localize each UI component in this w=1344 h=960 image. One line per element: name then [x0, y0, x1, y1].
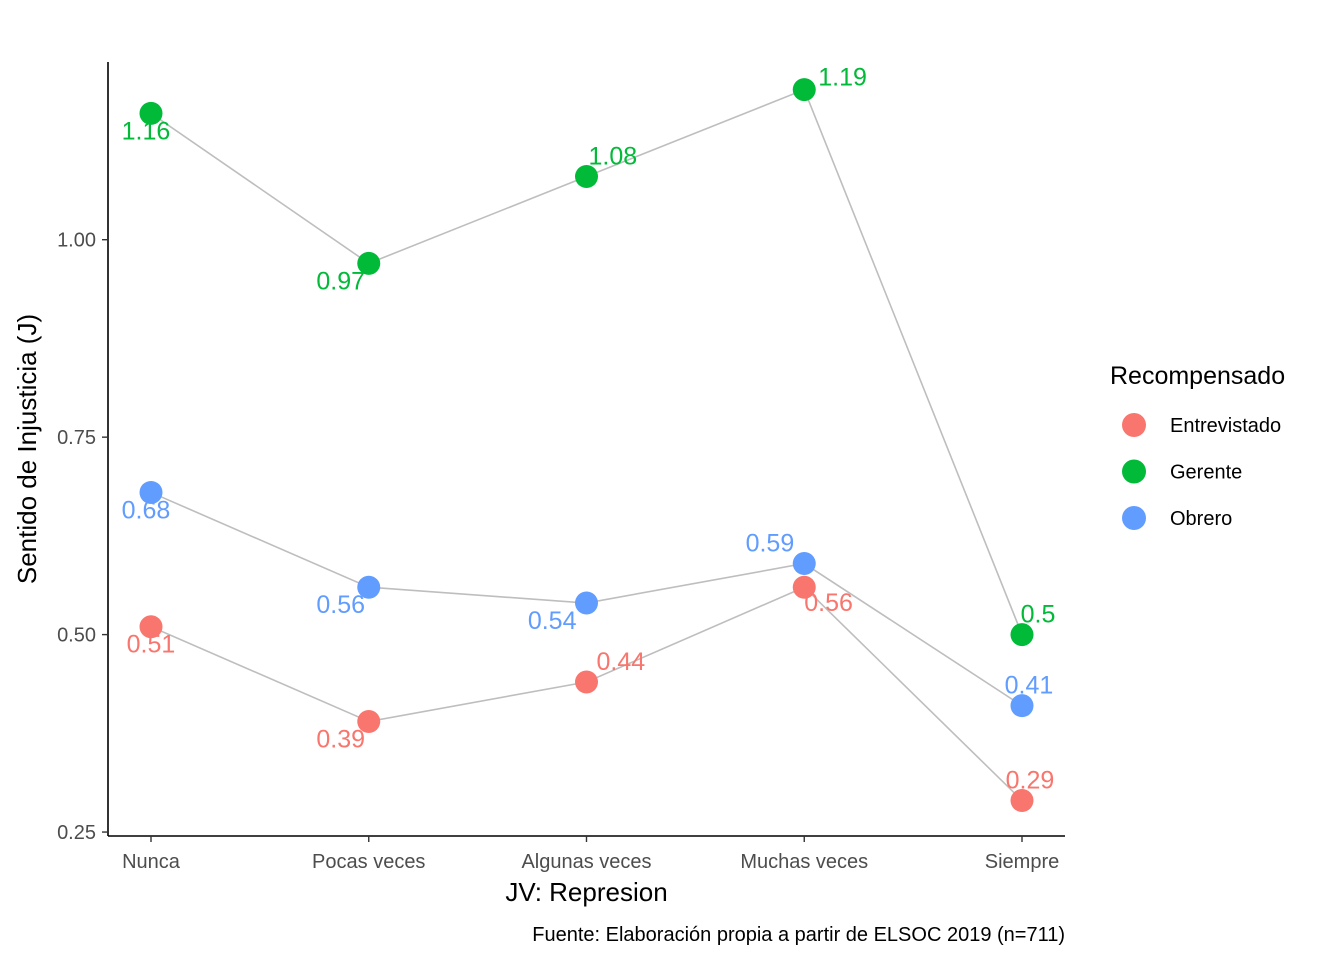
legend-key-gerente: [1122, 459, 1146, 484]
data-label-entrevistado-1: 0.39: [316, 725, 365, 753]
legend-label-entrevistado: Entrevistado: [1170, 415, 1281, 437]
point-obrero-2: [575, 591, 598, 615]
point-gerente-2: [575, 165, 598, 189]
legend-key-entrevistado: [1122, 413, 1146, 437]
point-gerente-1: [357, 251, 381, 275]
series-line-entrevistado: [150, 586, 1023, 802]
x-tick-label-0: Nunca: [122, 851, 181, 873]
data-label-gerente-4: 0.5: [1021, 601, 1056, 629]
y-axis-title: Sentido de Injusticia (J): [12, 314, 42, 584]
data-label-entrevistado-2: 0.44: [597, 648, 646, 676]
point-gerente-0: [139, 101, 163, 125]
legend-key-obrero: [1122, 506, 1146, 530]
y-tick-label-2: 0.75: [57, 427, 96, 449]
legend-label-gerente: Gerente: [1170, 462, 1242, 484]
x-tick-label-3: Muchas veces: [740, 851, 868, 873]
data-label-obrero-0: 0.68: [122, 496, 171, 524]
legend-title: Recompensado: [1110, 362, 1285, 390]
caption: Fuente: Elaboración propia a partir de E…: [532, 924, 1065, 946]
data-label-gerente-1: 0.97: [316, 267, 365, 295]
data-label-obrero-2: 0.54: [528, 607, 577, 635]
point-gerente-4: [1010, 623, 1034, 647]
x-tick-label-4: Siempre: [985, 851, 1059, 873]
series-points: [139, 78, 1034, 812]
legend: Recompensado Entrevistado Gerente Obrero: [1110, 362, 1285, 530]
data-label-obrero-4: 0.41: [1005, 672, 1054, 700]
data-label-obrero-1: 0.56: [316, 591, 365, 619]
point-obrero-4: [1010, 694, 1034, 718]
point-obrero-3: [792, 552, 816, 576]
point-obrero-0: [139, 480, 163, 504]
x-axis-title: JV: Represion: [505, 877, 667, 907]
point-entrevistado-3: [792, 575, 816, 599]
data-label-entrevistado-0: 0.51: [127, 631, 176, 659]
point-obrero-1: [357, 575, 381, 599]
y-tick-label-3: 1.00: [57, 230, 96, 252]
data-labels: 0.51 0.39 0.44 0.56 0.29 1.16 0.97 1.08 1.19 0.5 0…: [122, 64, 1056, 795]
point-entrevistado-4: [1010, 788, 1034, 812]
y-tick-label-0: 0.25: [57, 822, 96, 844]
x-tick-label-2: Algunas veces: [521, 851, 651, 873]
y-tick-label-1: 0.50: [57, 625, 96, 647]
data-label-gerente-3: 1.19: [818, 64, 867, 92]
data-label-gerente-0: 1.16: [122, 117, 171, 145]
point-entrevistado-2: [575, 670, 598, 694]
data-label-entrevistado-3: 0.56: [804, 589, 853, 617]
data-label-obrero-3: 0.59: [746, 530, 795, 558]
data-label-gerente-2: 1.08: [589, 143, 638, 171]
series-lines: [150, 88, 1023, 802]
axes: 0.25 0.50 0.75 1.00 Nunca Pocas veces Algunas …: [57, 62, 1065, 873]
point-entrevistado-1: [357, 709, 381, 733]
data-label-entrevistado-4: 0.29: [1006, 766, 1055, 794]
point-entrevistado-0: [139, 615, 163, 639]
x-tick-label-1: Pocas veces: [312, 851, 425, 873]
legend-label-obrero: Obrero: [1170, 508, 1232, 530]
point-gerente-3: [792, 78, 816, 102]
